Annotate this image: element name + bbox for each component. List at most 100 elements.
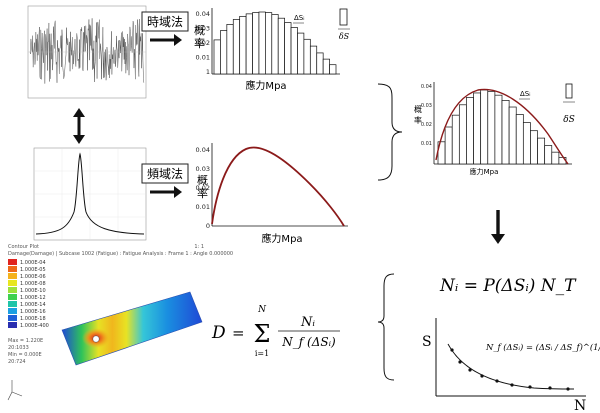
sn-data-point (510, 383, 514, 387)
histogram-top-bar (277, 17, 285, 75)
histogram-top-ytick: 0.02 (196, 39, 210, 47)
histogram-top-bar (290, 27, 298, 75)
histogram-top-ylabel-1: 概 (194, 24, 205, 37)
damage-formula-sum-bottom: i=1 (255, 349, 269, 358)
damage-formula-sigma: Σ (254, 320, 271, 348)
probability-density-curve (211, 146, 345, 227)
sn-data-point (480, 374, 484, 378)
histogram-top-ytick: 0.03 (196, 25, 210, 33)
histogram-right-bin-label: δS (563, 115, 575, 125)
contour-page: 1: 1 (194, 244, 204, 250)
contour-max-label: Max = 1.220E (8, 338, 43, 344)
sn-formula: N_f (ΔSᵢ) = (ΔSᵢ / ΔS_f)^(1/b) (485, 342, 600, 353)
histogram-top-bar (265, 12, 273, 75)
histogram-top-xlabel: 應力Mpa (245, 79, 286, 92)
histogram-right-bar (458, 104, 467, 165)
damage-formula-numerator: Nᵢ (300, 315, 315, 330)
histogram-top: 0.04 0.03 0.02 0.01 1 概 率 應力Mpa ΔSᵢ δS (194, 8, 350, 92)
time-domain-label: 時域法 (147, 15, 183, 29)
histogram-right-bin-box (565, 83, 573, 99)
probability-curve-ytick: 0.04 (196, 146, 210, 154)
contour-legend-label: 1.000E-16 (20, 309, 46, 315)
axis-triad (7, 380, 23, 401)
contour-max-value: 20:1033 (8, 345, 29, 351)
histogram-right-ylabel-2: 率 (414, 115, 422, 125)
psd-peak-curve (35, 152, 145, 235)
histogram-top-bar (213, 39, 221, 75)
contour-plot-panel: Contour Plot Damage(Damage) | Subcase 10… (7, 244, 233, 401)
histogram-right-bar (487, 91, 496, 165)
histogram-top-bar (226, 24, 234, 75)
histogram-top-ylabel-2: 率 (194, 36, 205, 50)
sn-data-point (468, 368, 472, 372)
contour-legend-swatch (8, 322, 17, 328)
time-domain-method: 時域法 (141, 11, 189, 46)
time-signal-panel (27, 5, 147, 99)
histogram-right-bar (515, 114, 524, 165)
histogram-right-bar (444, 126, 453, 165)
histogram-top-bar (220, 30, 228, 75)
double-arrow (73, 108, 85, 144)
histogram-right-ylabel-1: 概 (414, 104, 422, 114)
frequency-domain-label: 頻域法 (147, 167, 183, 181)
contour-title: Contour Plot (8, 244, 39, 250)
sn-curve-plot: S N N_f (ΔSᵢ) = (ΔSᵢ / ΔS_f)^(1/b) (422, 318, 600, 413)
damage-formula-denominator: N_f (ΔSᵢ) (281, 335, 336, 349)
histogram-top-bar (252, 12, 260, 75)
sn-xlabel: N (574, 398, 586, 413)
sn-data-point (458, 360, 462, 364)
psd-panel (33, 147, 147, 241)
contour-legend-swatch (8, 308, 17, 314)
bottom-brace (377, 273, 395, 381)
histogram-right-bar (544, 145, 553, 165)
histogram-top-bar (316, 52, 324, 75)
histogram-top-bar (309, 45, 318, 75)
sn-data-point (566, 387, 570, 391)
histogram-top-bar (258, 11, 266, 75)
probability-curve-xlabel: 應力Mpa (261, 232, 302, 245)
contour-legend-swatch (8, 287, 17, 293)
histogram-right-bar (451, 114, 460, 165)
histogram-top-bar (322, 58, 330, 75)
probability-curve-ytick: 0.03 (196, 165, 210, 173)
down-arrow (491, 210, 505, 244)
contour-legend-label: 1.000E-08 (20, 281, 46, 287)
histogram-right-bar (466, 97, 474, 165)
histogram-right-bar (508, 106, 517, 165)
histogram-top-bar (284, 22, 292, 75)
contour-legend-swatch (8, 315, 17, 321)
sn-data-point (528, 385, 532, 389)
time-signal-trace (29, 18, 145, 84)
histogram-right-ytick: 0.04 (421, 84, 432, 90)
histogram-right-bar (480, 89, 489, 165)
histogram-right-ytick: 0.01 (421, 141, 432, 147)
histogram-top-bar (271, 14, 279, 75)
histogram-top-ytick: 1 (206, 68, 210, 76)
probability-curve-plot: 0.04 0.03 0.02 0.01 0 概 率 應力Mpa (196, 143, 348, 245)
histogram-top-bin-box (339, 8, 348, 26)
histogram-right-xlabel: 應力Mpa (470, 167, 499, 176)
histogram-top-bar (245, 13, 253, 75)
contour-legend-label: 1.000E-10 (20, 288, 46, 294)
histogram-right-ytick: 0.02 (421, 122, 432, 128)
sn-fit-curve (447, 343, 575, 390)
life-formula: Nᵢ = P(ΔSᵢ) N_T (439, 276, 577, 296)
damage-formula: D = N Σ i=1 Nᵢ N_f (ΔSᵢ) (211, 305, 340, 358)
histogram-right: 0.04 0.03 0.02 0.01 概 率 應力Mpa ΔSᵢ δS (414, 82, 575, 176)
contour-legend-swatch (8, 280, 17, 286)
damage-formula-equals: = (232, 324, 245, 342)
histogram-right-bar (530, 130, 538, 165)
histogram-top-bar (239, 15, 247, 75)
contour-legend-label: 1.000E-14 (20, 302, 46, 308)
probability-curve-ytick: 0.01 (196, 203, 210, 211)
contour-legend-label: 1.000E-04 (20, 260, 46, 266)
contour-legend-swatch (8, 294, 17, 300)
histogram-top-bar (297, 32, 305, 75)
histogram-right-bar (522, 122, 531, 165)
contour-min-label: Min = 0.000E (8, 352, 42, 358)
histogram-right-bar (501, 100, 510, 165)
histogram-right-ytick: 0.03 (421, 103, 432, 109)
beam-model (61, 291, 203, 366)
sn-data-point (450, 348, 454, 352)
histogram-right-delta: ΔSᵢ (520, 90, 530, 98)
